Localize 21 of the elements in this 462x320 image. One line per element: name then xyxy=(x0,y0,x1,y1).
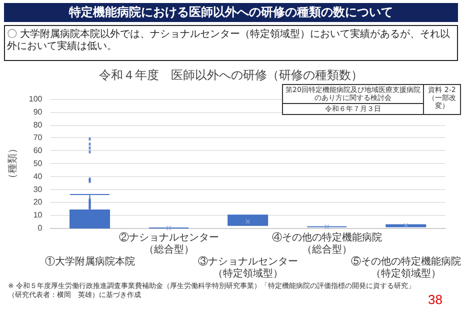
text: 38 xyxy=(428,292,442,307)
y-tick-label: 70 xyxy=(33,133,43,142)
y-tick-label: 50 xyxy=(33,159,43,168)
y-tick-label: 40 xyxy=(33,172,43,181)
y-tick-label: 20 xyxy=(33,198,43,207)
x-tick-label: ⑤その他の特定機能病院（特定領域型） xyxy=(350,256,461,280)
x-tick-label: ①大学附属病院本院 xyxy=(44,256,135,268)
chart-subtitle: 特定機能病院における医師以外への研修の種類の数について xyxy=(4,3,458,22)
x-tick-label: ④その他の特定機能病院（総合型） xyxy=(272,232,382,256)
x-tick-label: ③ナショナルセンター（特定領域型） xyxy=(198,256,298,280)
y-tick-label: 90 xyxy=(33,107,43,116)
y-tick-label: 60 xyxy=(33,146,43,156)
x-tick-label: ②ナショナルセンター（総合型） xyxy=(118,232,219,256)
text: 〇 大学附属病院本院以外では、ナショナルセンター（特定領域型）において実績があるが、それ以外において実績は低い。 xyxy=(4,25,458,61)
y-axis-title: （種類） xyxy=(6,144,18,184)
y-tick-label: 30 xyxy=(33,184,43,194)
y-tick-label: 80 xyxy=(33,120,43,130)
y-tick-label: 100 xyxy=(28,94,43,104)
chart-title: 令和４年度 医師以外への研修（研修の種類数） xyxy=(99,68,363,82)
y-tick-label: 10 xyxy=(33,210,43,220)
y-tick-label: 0 xyxy=(38,224,43,232)
